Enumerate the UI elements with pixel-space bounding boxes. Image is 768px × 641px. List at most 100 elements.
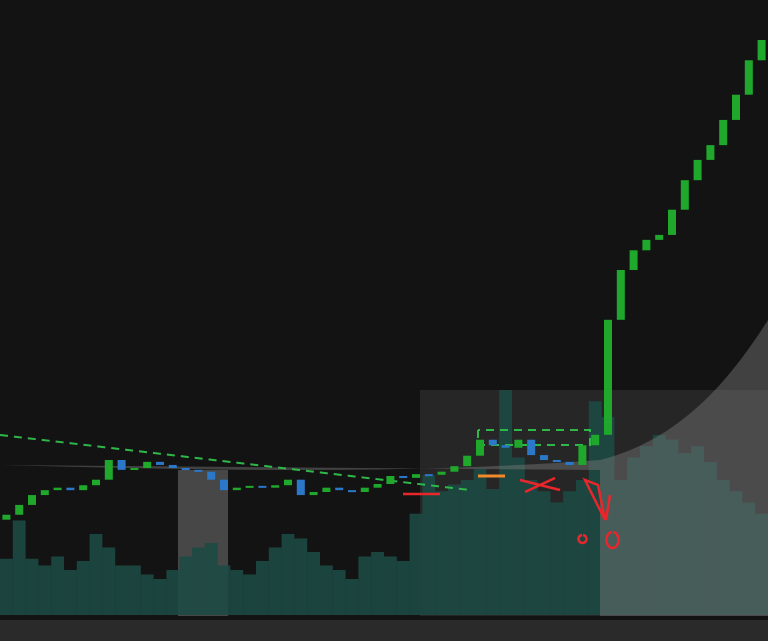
candle-body bbox=[501, 445, 510, 448]
volume-bar bbox=[512, 457, 525, 615]
volume-bar bbox=[524, 480, 538, 615]
volume-bar bbox=[422, 475, 436, 615]
volume-bar bbox=[588, 401, 602, 615]
volume-bar bbox=[601, 417, 615, 615]
volume-bar bbox=[102, 547, 116, 615]
volume-bar bbox=[140, 574, 154, 615]
annotation-marks bbox=[403, 476, 620, 550]
candle-body bbox=[220, 479, 228, 491]
candle-body bbox=[437, 471, 446, 475]
candle-body bbox=[693, 159, 702, 181]
candle-body bbox=[53, 487, 62, 491]
volume-bar bbox=[563, 491, 576, 615]
volume-bar bbox=[537, 491, 551, 615]
candle-body bbox=[514, 439, 523, 448]
candle-body bbox=[757, 39, 766, 61]
volume-bar bbox=[460, 480, 474, 615]
volume-bar bbox=[64, 570, 77, 615]
volume-bar bbox=[435, 491, 448, 615]
volume-bar bbox=[320, 565, 333, 615]
candle-body bbox=[386, 476, 395, 485]
volume-bar bbox=[614, 480, 628, 615]
volume-bar bbox=[409, 513, 423, 615]
range-box bbox=[477, 429, 591, 446]
volume-bar bbox=[179, 556, 192, 615]
candle-body bbox=[450, 466, 459, 472]
candle-body bbox=[143, 461, 152, 469]
candle-body bbox=[719, 119, 728, 146]
volume-bar bbox=[243, 574, 256, 615]
candle-body bbox=[284, 479, 292, 486]
volume-bar bbox=[25, 558, 39, 615]
candle-body bbox=[540, 455, 548, 461]
candle-body bbox=[732, 94, 740, 120]
volume-bar bbox=[115, 565, 128, 615]
volume-bar bbox=[332, 570, 346, 615]
candle-body bbox=[207, 471, 216, 480]
volume-bar bbox=[384, 556, 397, 615]
volume-bar bbox=[345, 579, 359, 615]
candle-body bbox=[2, 514, 11, 520]
volume-bar bbox=[217, 565, 231, 615]
candle-body bbox=[360, 487, 369, 492]
candle-body bbox=[668, 209, 676, 235]
bottom-bar bbox=[0, 620, 768, 641]
volume-bar bbox=[38, 565, 52, 615]
volume-bar bbox=[755, 513, 768, 615]
candle-body bbox=[527, 439, 536, 456]
candle-body bbox=[156, 461, 164, 465]
volume-bar bbox=[204, 543, 218, 615]
volume-bar bbox=[652, 435, 666, 615]
candle-body bbox=[92, 479, 100, 486]
candle-body bbox=[322, 487, 331, 492]
volume-bar bbox=[281, 534, 295, 615]
candle-body bbox=[15, 504, 24, 515]
volume-bar bbox=[627, 457, 640, 615]
volume-bar bbox=[665, 439, 679, 615]
volume-bar bbox=[499, 390, 512, 615]
volume-bar bbox=[358, 556, 372, 615]
candle-body bbox=[424, 474, 433, 477]
volume-bar bbox=[486, 489, 500, 615]
volume-bar bbox=[307, 552, 320, 615]
candle-body bbox=[373, 484, 382, 488]
candle-body bbox=[591, 434, 600, 446]
candle-body bbox=[399, 476, 408, 479]
candle-body bbox=[168, 464, 177, 469]
candle-body bbox=[245, 485, 254, 488]
candle-body bbox=[335, 487, 344, 491]
candle-body bbox=[744, 60, 753, 95]
candle-body bbox=[271, 485, 280, 488]
candle-layer bbox=[2, 39, 766, 520]
volume-bar bbox=[230, 570, 244, 615]
candle-body bbox=[117, 460, 126, 470]
volume-bar bbox=[716, 480, 730, 615]
indicator-area bbox=[0, 320, 768, 616]
candle-body bbox=[296, 479, 305, 496]
candle-body bbox=[604, 319, 612, 435]
candle-body bbox=[578, 445, 587, 465]
volume-bar bbox=[678, 453, 692, 615]
candle-body bbox=[40, 490, 49, 496]
volume-bar bbox=[128, 565, 141, 615]
volume-bar bbox=[166, 570, 180, 615]
candle-body bbox=[412, 474, 420, 478]
volume-bar bbox=[640, 446, 653, 615]
candle-body bbox=[552, 460, 561, 463]
candle-body bbox=[181, 468, 190, 471]
volume-bar bbox=[89, 534, 103, 615]
candle-body bbox=[66, 487, 75, 491]
volume-bar bbox=[153, 579, 167, 615]
volume-bar bbox=[742, 502, 756, 615]
volume-bar bbox=[691, 446, 704, 615]
volume-bar bbox=[550, 502, 564, 615]
candle-body bbox=[565, 461, 574, 465]
volume-bar bbox=[0, 558, 13, 615]
candle-body bbox=[642, 239, 651, 251]
candle-body bbox=[476, 439, 484, 456]
candle-body bbox=[706, 145, 715, 160]
volume-bar bbox=[371, 552, 384, 615]
candle-body bbox=[463, 455, 472, 467]
candle-body bbox=[104, 460, 113, 480]
volume-bar bbox=[76, 561, 90, 615]
